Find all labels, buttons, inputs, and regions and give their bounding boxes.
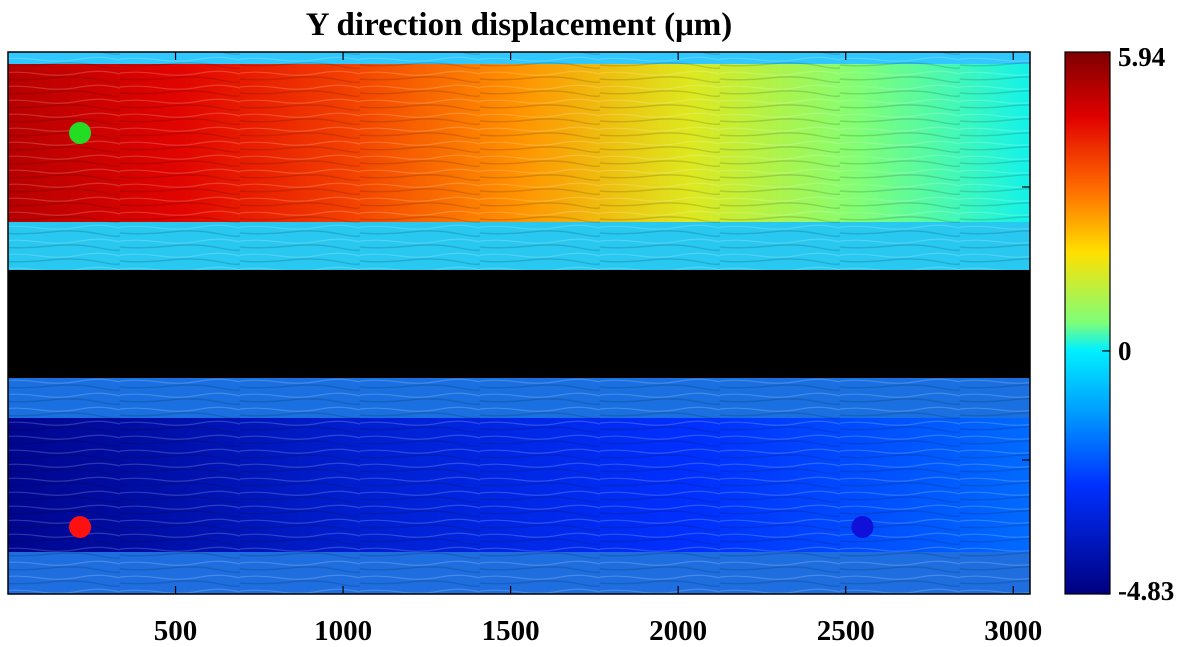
- colorbar-ticks: 5.94 0 -4.83: [1102, 42, 1174, 606]
- colorbar-gradient: [1064, 51, 1111, 595]
- plot-frame: [7, 51, 1031, 595]
- marker-point: [69, 516, 92, 538]
- upper-band-texture: [8, 52, 1030, 270]
- colorbar: 5.94 0 -4.83: [1064, 42, 1174, 606]
- masked-region: [8, 270, 1030, 378]
- marker-point: [69, 122, 92, 144]
- marker-layer: [69, 122, 874, 538]
- x-tick-label: 1500: [482, 615, 540, 647]
- heatmap-area: [8, 52, 1030, 594]
- colorbar-tick-label: 0: [1118, 336, 1132, 366]
- x-tick-label: 1000: [314, 615, 372, 647]
- x-tick-label: 3000: [984, 615, 1042, 647]
- colorbar-tick-label: -4.83: [1118, 576, 1174, 606]
- x-axis: 500 1000 1500 2000 2500 3000: [154, 52, 1042, 647]
- x-tick-label: 500: [154, 615, 198, 647]
- x-tick-label: 2000: [649, 615, 707, 647]
- lower-band-texture: [8, 378, 1030, 594]
- chart-title: Y direction displacement (μm): [306, 7, 733, 43]
- x-tick-label: 2500: [817, 615, 875, 647]
- marker-point: [851, 516, 874, 538]
- colorbar-tick-label: 5.94: [1118, 42, 1165, 72]
